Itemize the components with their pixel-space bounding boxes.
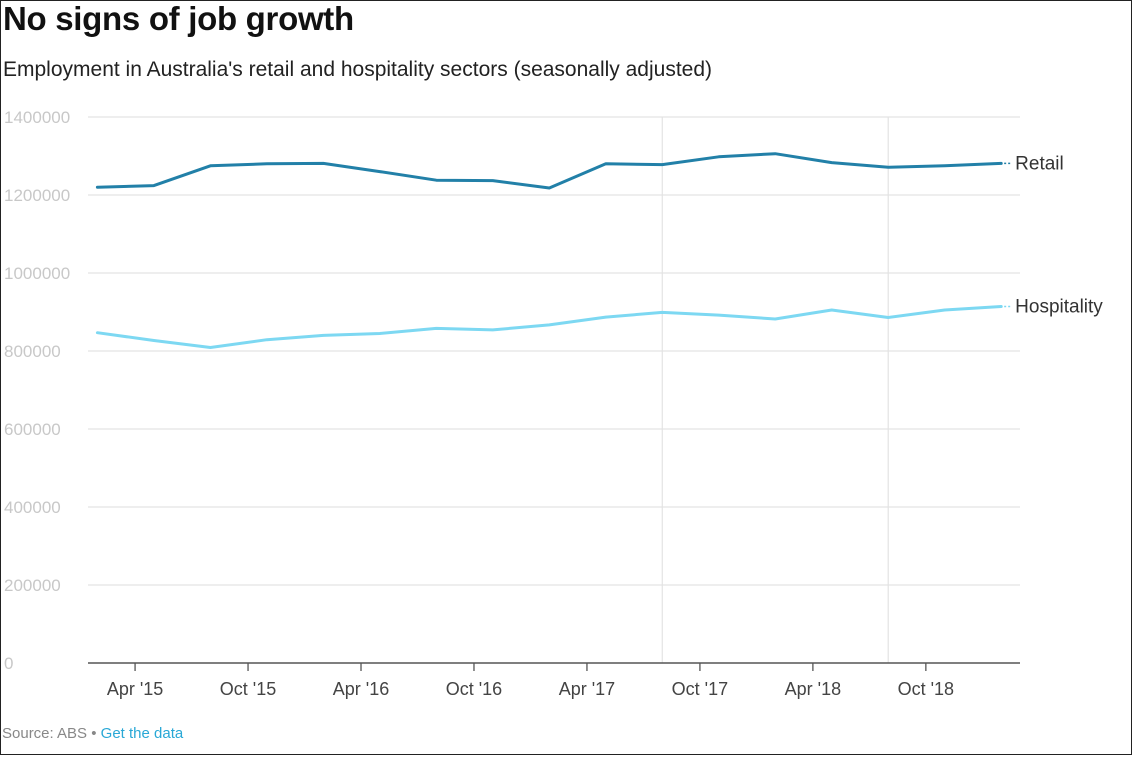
- get-the-data-link[interactable]: Get the data: [100, 725, 184, 742]
- y-tick-label: 1200000: [4, 186, 70, 205]
- x-tick-label: Oct '17: [672, 679, 728, 699]
- x-tick-label: Apr '15: [107, 679, 163, 699]
- x-tick-label: Apr '17: [559, 679, 615, 699]
- y-tick-label: 1400000: [4, 108, 70, 127]
- y-tick-label: 200000: [4, 576, 61, 595]
- x-tick-label: Oct '18: [898, 679, 954, 699]
- retail-series-label: Retail: [1015, 153, 1064, 174]
- y-tick-label: 0: [4, 654, 13, 673]
- y-tick-label: 800000: [4, 342, 61, 361]
- chart-subtitle: Employment in Australia's retail and hos…: [3, 58, 713, 81]
- y-tick-label: 600000: [4, 420, 61, 439]
- retail-series-line: [95, 152, 1003, 190]
- x-tick-label: Oct '15: [220, 679, 276, 699]
- source-line: Source: ABS • Get the data: [2, 725, 183, 742]
- y-tick-label: 400000: [4, 498, 61, 517]
- hospitality-series-label: Hospitality: [1015, 297, 1103, 318]
- x-tick-label: Oct '16: [446, 679, 502, 699]
- x-tick-label: Apr '16: [333, 679, 389, 699]
- y-tick-label: 1000000: [4, 264, 70, 283]
- source-separator: •: [91, 725, 97, 742]
- x-tick-label: Apr '18: [785, 679, 841, 699]
- chart-title: No signs of job growth: [3, 0, 354, 37]
- source-label: Source: ABS: [2, 725, 88, 742]
- hospitality-series-line: [95, 305, 1003, 349]
